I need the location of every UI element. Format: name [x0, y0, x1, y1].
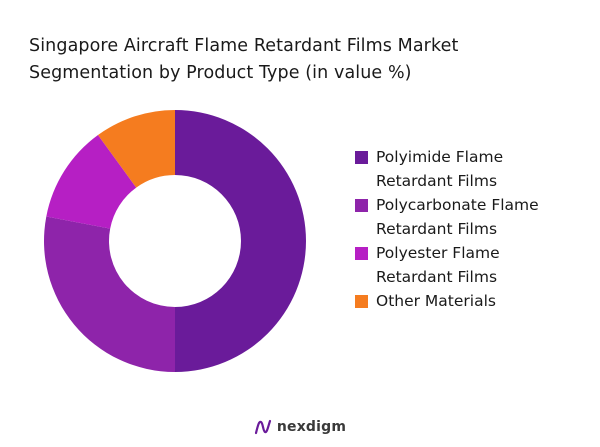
nexdigm-logo-icon — [254, 419, 271, 435]
donut-slice-polyester — [46, 135, 137, 229]
legend-swatch-polyimide — [355, 151, 368, 164]
legend-swatch-polyester — [355, 247, 368, 260]
legend-item-other-materials: Other Materials — [355, 289, 595, 313]
chart-title: Singapore Aircraft Flame Retardant Films… — [29, 33, 569, 87]
legend-label-polyimide: Polyimide Flame Retardant Films — [376, 148, 504, 190]
legend-label-other-materials: Other Materials — [376, 292, 496, 310]
donut-slice-polyimide — [175, 110, 306, 372]
legend-swatch-other-materials — [355, 295, 368, 308]
legend-swatch-polycarbonate — [355, 199, 368, 212]
legend-label-polyester: Polyester Flame Retardant Films — [376, 244, 500, 286]
brand-footer: nexdigm — [0, 419, 600, 435]
legend-label-polycarbonate: Polycarbonate Flame Retardant Films — [376, 196, 539, 238]
chart-title-line-1: Singapore Aircraft Flame Retardant Films… — [29, 36, 459, 56]
donut-slice-polycarbonate — [44, 216, 175, 372]
legend-item-polycarbonate: Polycarbonate Flame Retardant Films — [355, 193, 595, 241]
chart-title-line-2: Segmentation by Product Type (in value %… — [29, 63, 412, 83]
donut-slice-other-materials — [98, 110, 175, 188]
brand-name: nexdigm — [276, 419, 347, 435]
chart-legend: Polyimide Flame Retardant Films Polycarb… — [355, 145, 595, 313]
legend-item-polyester: Polyester Flame Retardant Films — [355, 241, 595, 289]
legend-item-polyimide: Polyimide Flame Retardant Films — [355, 145, 595, 193]
